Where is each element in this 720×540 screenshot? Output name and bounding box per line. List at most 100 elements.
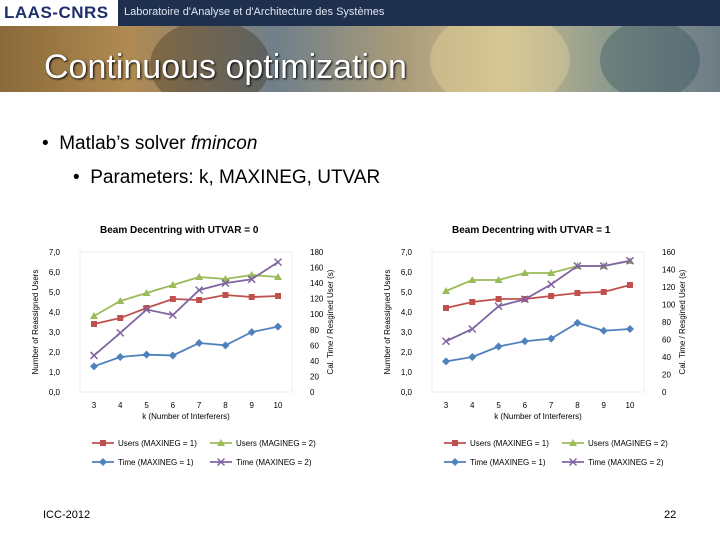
header-strip bbox=[0, 0, 720, 26]
c2-point-time1 bbox=[468, 353, 477, 361]
c1-x-tick-label: 3 bbox=[92, 401, 97, 410]
c1-series-line-users1 bbox=[93, 294, 279, 325]
c1-y-tick-label: 4,0 bbox=[49, 308, 61, 317]
header-banner: LAAS-CNRS Laboratoire d'Analyse et d'Arc… bbox=[0, 0, 720, 92]
c2-x-tick-label: 3 bbox=[444, 401, 449, 410]
c2-point-users2 bbox=[547, 269, 556, 276]
bullet-parameters-text: Parameters: k, MAXINEG, UTVAR bbox=[90, 167, 381, 188]
c2-x-tick-label: 4 bbox=[470, 401, 475, 410]
c2-legend-marker-time1 bbox=[451, 458, 459, 466]
c2-point-time1 bbox=[494, 342, 503, 351]
bullet-solver-text: Matlab’s solver bbox=[59, 133, 191, 154]
c2-point-users1 bbox=[548, 293, 555, 299]
bullet-solver-name: fmincon bbox=[190, 133, 258, 154]
c1-point-users1 bbox=[275, 293, 281, 299]
c1-legend-marker-time1 bbox=[99, 458, 107, 466]
c1-point-time1 bbox=[195, 339, 204, 347]
c1-legend-label-users1: Users (MAXINEG = 1) bbox=[118, 439, 197, 448]
c1-y2-tick-label: 180 bbox=[310, 248, 324, 257]
c1-point-time1 bbox=[247, 328, 256, 337]
c2-legend-marker-users1 bbox=[452, 440, 458, 446]
c2-point-time2 bbox=[468, 324, 477, 334]
c1-x-tick-label: 5 bbox=[144, 401, 149, 410]
c1-point-time1 bbox=[274, 322, 282, 331]
c1-point-time2 bbox=[273, 258, 283, 267]
c1-point-time2 bbox=[89, 351, 99, 360]
c2-y-tick-label: 6,0 bbox=[401, 268, 413, 277]
c1-point-users1 bbox=[196, 297, 203, 303]
c1-point-time2 bbox=[221, 279, 230, 288]
c1-point-time1 bbox=[116, 353, 125, 361]
c2-y-tick-label: 0,0 bbox=[401, 388, 413, 397]
c1-y-tick-label: 7,0 bbox=[49, 248, 61, 257]
c2-series-line-users1 bbox=[445, 284, 631, 309]
chart2-title: Beam Decentring with UTVAR = 1 bbox=[452, 225, 611, 236]
bullet-parameters: • Parameters: k, MAXINEG, UTVAR bbox=[73, 167, 381, 188]
c2-y2-tick-label: 60 bbox=[662, 336, 671, 345]
c2-point-time2 bbox=[520, 295, 529, 304]
bullet-solver: • Matlab’s solver fmincon bbox=[42, 133, 258, 154]
c1-point-time1 bbox=[90, 362, 98, 371]
c2-x-tick-label: 6 bbox=[523, 401, 528, 410]
c1-point-users2 bbox=[90, 312, 98, 319]
c1-y2-tick-label: 120 bbox=[310, 295, 324, 304]
c2-y2-tick-label: 0 bbox=[662, 388, 667, 397]
c2-y2-tick-label: 160 bbox=[662, 248, 676, 257]
c2-legend-marker-users2 bbox=[569, 439, 577, 446]
c1-y2-tick-label: 100 bbox=[310, 310, 324, 319]
c2-series-line-time1 bbox=[445, 321, 631, 363]
banner-photo-chip bbox=[600, 20, 700, 92]
c1-legend-marker-users2 bbox=[217, 439, 225, 446]
c2-legend-marker-time2 bbox=[568, 457, 578, 467]
c2-y2-tick-label: 80 bbox=[662, 318, 671, 327]
c1-series-line-time1 bbox=[93, 325, 279, 368]
c1-x-tick-label: 8 bbox=[223, 401, 228, 410]
c2-point-time1 bbox=[626, 325, 634, 333]
c1-legend-label-users2: Users (MAGINEG = 2) bbox=[236, 439, 316, 448]
c2-y2-axis-label: Cal. Time / Resgined User (s) bbox=[678, 269, 687, 374]
c1-legend-marker-users1 bbox=[100, 440, 106, 446]
c1-point-users1 bbox=[248, 294, 255, 300]
c1-y-tick-label: 1,0 bbox=[49, 368, 61, 377]
banner-photo-shadow bbox=[150, 20, 270, 92]
c2-point-users2 bbox=[520, 269, 529, 276]
c2-y2-tick-label: 20 bbox=[662, 371, 671, 380]
c2-point-users1 bbox=[443, 305, 449, 311]
c2-point-time1 bbox=[442, 357, 450, 366]
c1-point-users1 bbox=[222, 292, 229, 298]
c1-point-users2 bbox=[274, 273, 282, 280]
c2-point-time2 bbox=[625, 256, 635, 265]
c1-legend-marker-time2 bbox=[216, 457, 226, 467]
c1-x-tick-label: 7 bbox=[197, 401, 202, 410]
c1-point-time2 bbox=[195, 286, 204, 295]
c2-legend-label-users1: Users (MAXINEG = 1) bbox=[470, 439, 549, 448]
c2-y2-tick-label: 120 bbox=[662, 283, 676, 292]
c2-point-users1 bbox=[627, 282, 633, 288]
c1-point-users2 bbox=[142, 289, 151, 296]
c1-point-time2 bbox=[116, 328, 125, 337]
c1-y-tick-label: 0,0 bbox=[49, 388, 61, 397]
c2-x-tick-label: 7 bbox=[549, 401, 554, 410]
c1-point-time1 bbox=[142, 350, 151, 359]
c1-y2-tick-label: 80 bbox=[310, 326, 319, 335]
c2-series-line-time2 bbox=[445, 259, 631, 343]
c1-series-line-time2 bbox=[93, 261, 279, 357]
c1-point-users1 bbox=[143, 305, 150, 311]
c1-x-tick-label: 4 bbox=[118, 401, 123, 410]
c2-y-tick-label: 4,0 bbox=[401, 308, 413, 317]
c1-legend-label-time1: Time (MAXINEG = 1) bbox=[118, 458, 194, 467]
c1-legend-label-time2: Time (MAXINEG = 2) bbox=[236, 458, 312, 467]
c2-y-tick-label: 7,0 bbox=[401, 248, 413, 257]
c1-point-users2 bbox=[195, 273, 204, 280]
c2-y2-tick-label: 100 bbox=[662, 301, 676, 310]
laas-cnrs-logo: LAAS-CNRS bbox=[4, 3, 109, 22]
c1-point-users2 bbox=[168, 281, 177, 288]
c1-series-line-users2 bbox=[93, 274, 279, 317]
c2-x-tick-label: 5 bbox=[496, 401, 501, 410]
c2-y-tick-label: 3,0 bbox=[401, 328, 413, 337]
c1-y2-axis-label: Cal. Time / Resgined User (s) bbox=[326, 269, 335, 374]
c2-point-time2 bbox=[547, 280, 556, 289]
c2-y-axis-label: Number of Reassigned Users bbox=[383, 270, 392, 375]
c1-y2-tick-label: 0 bbox=[310, 388, 315, 397]
page-number: 22 bbox=[664, 509, 677, 521]
